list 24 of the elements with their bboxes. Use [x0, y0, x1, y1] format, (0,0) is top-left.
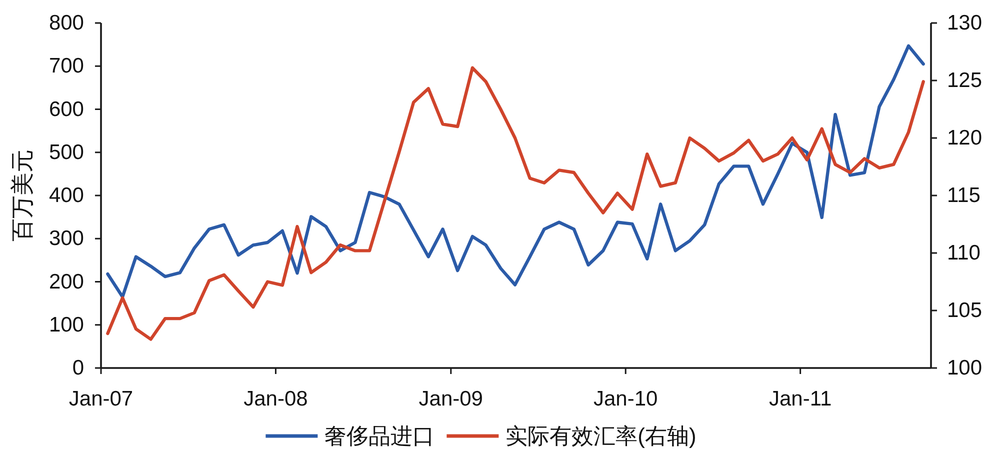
y2-tick-label: 125	[947, 69, 982, 92]
y-axis-title: 百万美元	[9, 150, 35, 242]
x-tick-label: Jan-09	[418, 388, 484, 410]
y-tick-label: 100	[48, 313, 84, 336]
y2-tick-label: 115	[947, 184, 980, 207]
x-tick-label: Jan-11	[768, 388, 832, 410]
legend-label: 实际有效汇率(右轴)	[506, 424, 696, 448]
x-tick-label: Jan-10	[594, 388, 658, 410]
y-tick-label: 200	[48, 270, 84, 294]
y-tick-label: 300	[48, 227, 84, 250]
y2-tick-label: 130	[947, 12, 982, 34]
y2-tick-label: 100	[947, 356, 982, 380]
y-tick-label: 500	[48, 140, 84, 164]
y2-tick-label: 105	[947, 299, 982, 322]
y2-tick-label: 110	[947, 242, 980, 264]
y-tick-label: 800	[48, 12, 84, 34]
x-tick-label: Jan-07	[68, 388, 134, 410]
y-tick-label: 0	[72, 356, 84, 380]
y-tick-label: 400	[48, 184, 84, 207]
x-tick-label: Jan-08	[244, 388, 308, 410]
legend-label: 奢侈品进口	[324, 424, 435, 448]
y2-tick-label: 120	[947, 126, 982, 150]
y-tick-label: 700	[48, 54, 84, 78]
y-tick-label: 600	[48, 98, 84, 121]
